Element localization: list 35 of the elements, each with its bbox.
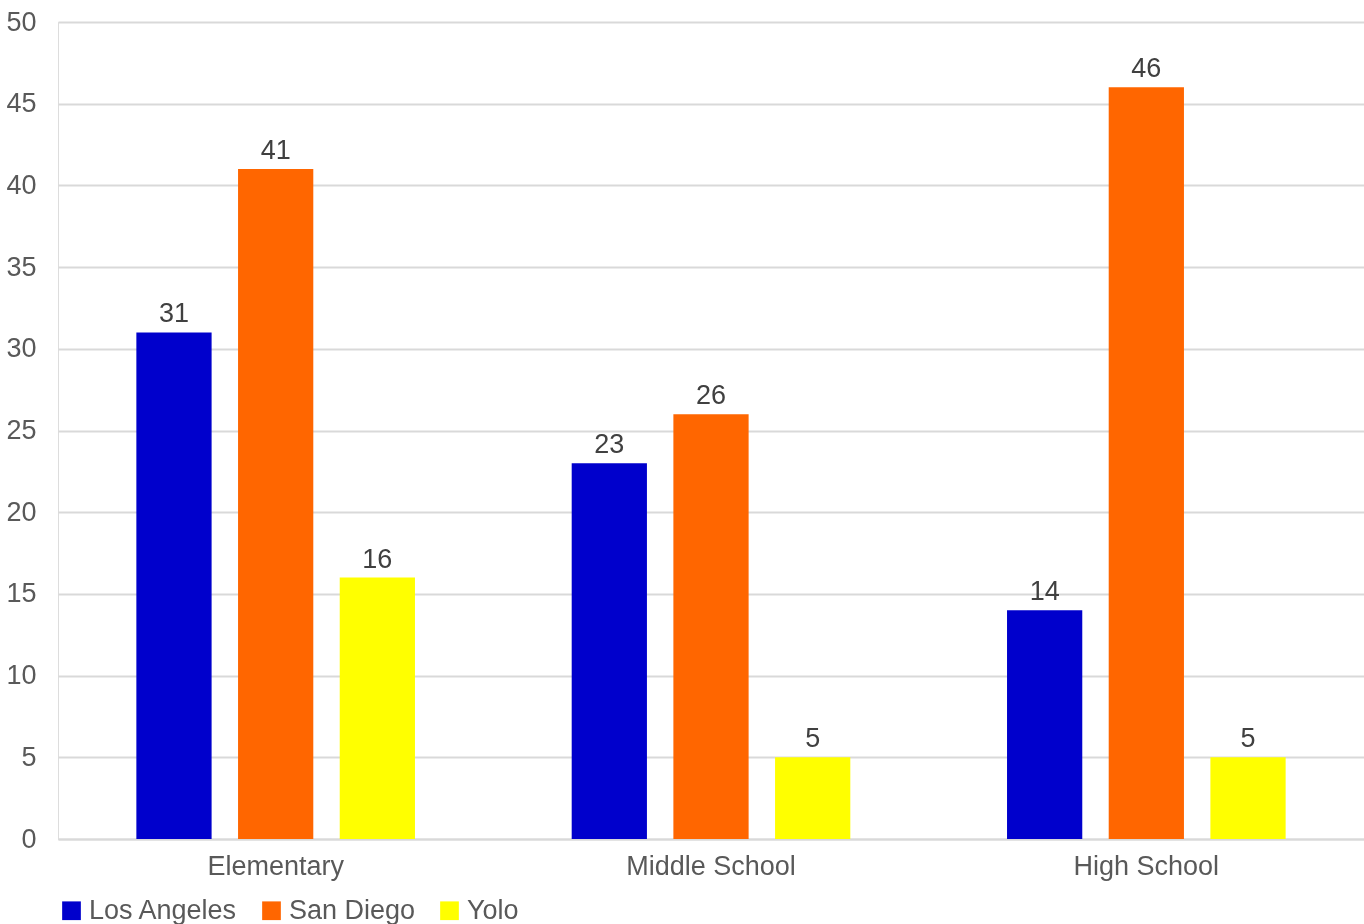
data-label: 26 [695, 380, 727, 411]
bar [775, 757, 851, 839]
data-label: 16 [362, 543, 393, 574]
y-tick-label: 20 [6, 496, 37, 527]
data-label: 5 [805, 723, 821, 754]
data-label: 46 [1131, 53, 1162, 84]
bar [1210, 757, 1286, 839]
bar [571, 463, 647, 839]
y-tick-label: 15 [6, 578, 37, 609]
y-tick-label: 50 [6, 6, 37, 37]
y-tick-label: 35 [6, 251, 37, 282]
x-tick-label: Elementary [207, 850, 345, 881]
data-label: 5 [1240, 723, 1256, 754]
y-tick-label: 45 [6, 88, 37, 119]
y-tick-label: 30 [6, 333, 37, 364]
data-label: 14 [1029, 576, 1060, 607]
y-tick-label: 5 [21, 741, 37, 772]
data-label: 41 [260, 135, 291, 166]
y-tick-label: 25 [6, 415, 37, 445]
bar [673, 414, 749, 839]
legend-label: San Diego [289, 894, 416, 924]
bar [1007, 610, 1083, 839]
bar [1108, 87, 1184, 839]
bar [339, 577, 415, 839]
y-tick-label: 40 [6, 169, 37, 200]
bar [238, 169, 314, 839]
x-tick-label: High School [1073, 850, 1220, 881]
legend-label: Los Angeles [89, 894, 237, 924]
data-label: 31 [158, 298, 190, 329]
x-tick-label: Middle School [626, 850, 796, 881]
y-tick-label: 10 [6, 660, 37, 691]
legend-label: Yolo [467, 894, 519, 924]
y-tick-label: 0 [21, 823, 37, 854]
bar [136, 332, 212, 839]
data-label: 23 [594, 429, 625, 460]
